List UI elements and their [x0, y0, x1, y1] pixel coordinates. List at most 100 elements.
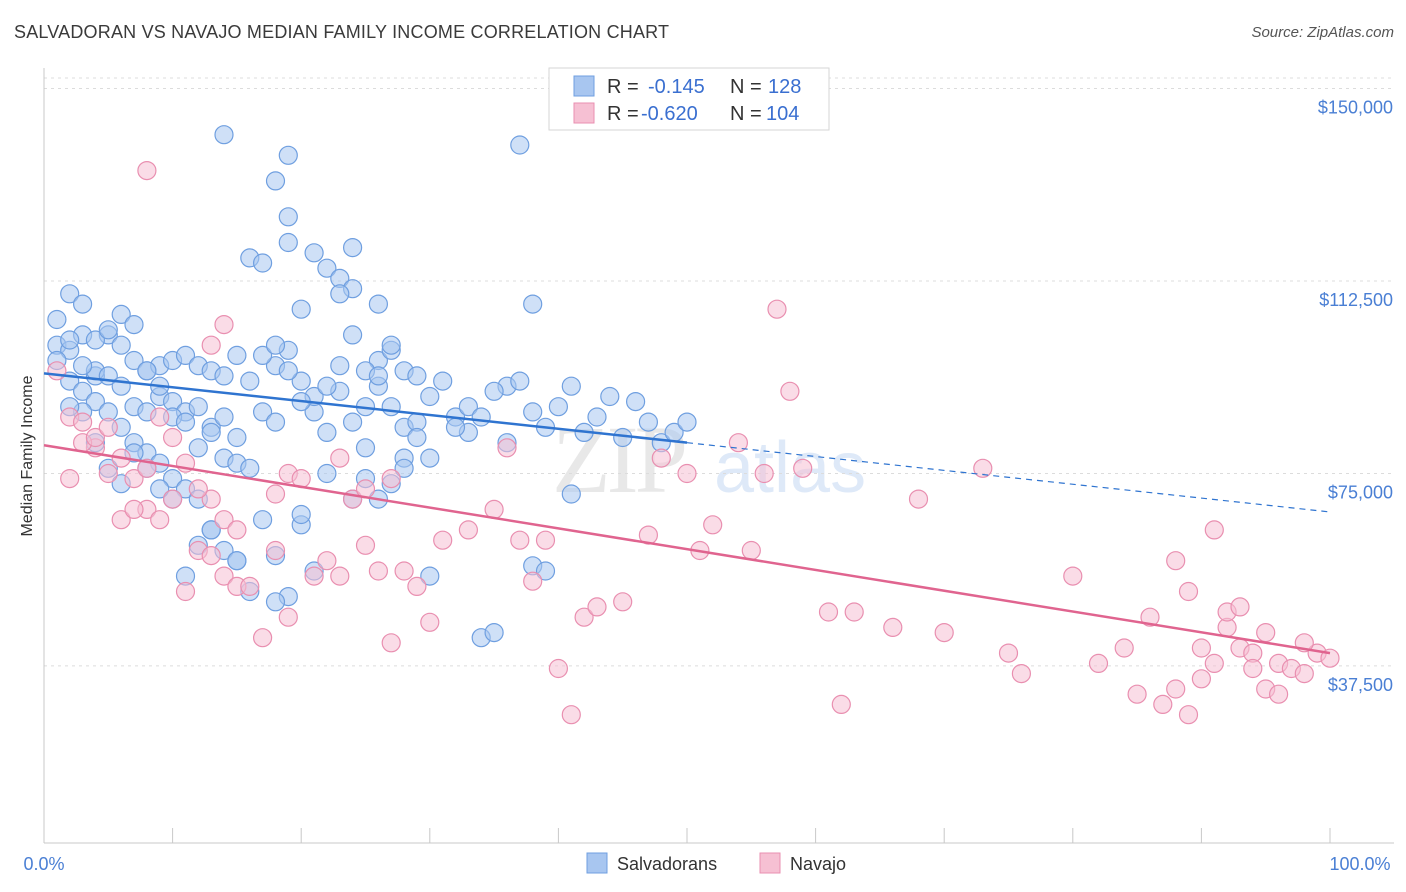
salvadorans-point [240, 458, 260, 478]
navajo-point [47, 361, 67, 381]
salvadorans-point [291, 504, 311, 525]
salvadorans-point [343, 238, 363, 258]
navajo-point [163, 427, 183, 448]
salvadorans-point [368, 366, 388, 386]
salvadorans-point [330, 356, 350, 376]
salvadorans-point [625, 392, 646, 412]
axes [43, 68, 1394, 844]
navajo-point [214, 315, 234, 335]
salvadorans-point [291, 299, 311, 319]
salvadorans-point [214, 366, 234, 386]
navajo-point [175, 581, 196, 602]
series-legend-label-navajo: Navajo [790, 854, 846, 874]
salvadorans-point [600, 386, 620, 407]
legend-r-label-2: R = [607, 103, 639, 125]
navajo-point [355, 535, 376, 555]
navajo-point [240, 576, 260, 597]
salvadorans-point [124, 315, 144, 335]
navajo-point [1204, 653, 1224, 674]
salvadorans-point [227, 427, 247, 448]
navajo-point [1166, 679, 1186, 699]
navajo-point [535, 530, 556, 550]
navajo-point [201, 545, 221, 566]
navajo-point [1230, 597, 1250, 617]
navajo-point [998, 643, 1019, 663]
salvadorans-point [291, 371, 311, 391]
legend-n-value-1: 128 [768, 76, 801, 98]
salvadorans-point [433, 371, 453, 391]
navajo-point [548, 658, 569, 679]
salvadorans-point [381, 335, 401, 355]
navajo-point [1063, 566, 1083, 586]
salvadorans-point [548, 397, 569, 417]
trend-lines [43, 372, 1331, 655]
salvadorans-point [407, 427, 427, 448]
salvadorans-point [677, 412, 697, 432]
salvadorans-point [317, 422, 337, 442]
salvadorans-trend-line [43, 372, 688, 444]
navajo-point [98, 463, 118, 484]
navajo-point [780, 381, 800, 401]
navajo-point [1178, 581, 1199, 602]
navajo-point [188, 479, 208, 499]
navajo-point [767, 299, 787, 319]
salvadorans-point [484, 381, 504, 401]
navajo-point [1140, 607, 1160, 627]
salvadorans-point [188, 438, 208, 458]
navajo-point [265, 540, 286, 561]
navajo-point [883, 617, 903, 638]
navajo-point [651, 448, 671, 468]
navajo-point [381, 469, 401, 489]
navajo-point [793, 458, 813, 478]
salvadorans-point [60, 330, 80, 350]
salvadorans-point [510, 135, 530, 155]
navajo-point [497, 438, 517, 458]
navajo-point [510, 530, 530, 550]
salvadorans-point [523, 294, 543, 314]
navajo-point [137, 161, 157, 181]
salvadorans-point [561, 484, 581, 504]
salvadorans-point [253, 345, 273, 365]
salvadorans-point [214, 125, 234, 145]
series-legend-swatch-salvadorans [586, 852, 608, 874]
x-tick-marks [172, 828, 1331, 843]
navajo-point [1320, 648, 1340, 668]
salvadorans-point [175, 345, 196, 365]
navajo-point [1191, 638, 1212, 658]
salvadorans-point [253, 253, 273, 273]
salvadorans-point [523, 402, 543, 422]
navajo-point [741, 540, 761, 561]
salvadorans-point [355, 438, 376, 458]
navajo-point [1011, 663, 1032, 684]
salvadorans-point [72, 294, 93, 314]
legend-swatch-salvadorans [573, 75, 595, 97]
navajo-point [98, 417, 118, 437]
navajo-point [330, 566, 350, 586]
salvadorans-point [150, 479, 170, 499]
navajo-points [47, 161, 1340, 725]
navajo-point [330, 448, 350, 468]
y-tick-labels: $37,500 $75,000 $112,500 $150,000 [1318, 98, 1393, 695]
navajo-point [561, 705, 581, 725]
salvadorans-point [111, 335, 131, 355]
navajo-point [420, 612, 440, 632]
navajo-trend-line [43, 444, 1331, 655]
navajo-point [124, 499, 144, 519]
legend-r-value-2: -0.620 [641, 103, 698, 125]
legend-n-label-1: N = [730, 76, 762, 98]
navajo-point [1088, 653, 1109, 674]
navajo-point [458, 520, 478, 540]
salvadorans-point [278, 207, 298, 227]
salvadorans-point [253, 402, 273, 422]
navajo-point [1127, 684, 1147, 704]
salvadorans-point [343, 325, 363, 345]
navajo-point [227, 520, 247, 540]
salvadorans-point [98, 320, 118, 340]
correlation-legend: R = -0.145 N = 128 R = -0.620 N = 104 [548, 67, 830, 131]
series-legend-label-salvadorans: Salvadorans [617, 854, 717, 874]
salvadorans-point [227, 551, 247, 571]
navajo-point [754, 463, 774, 484]
salvadorans-point [317, 463, 337, 484]
navajo-point [1191, 669, 1212, 689]
salvadorans-point [587, 407, 607, 427]
